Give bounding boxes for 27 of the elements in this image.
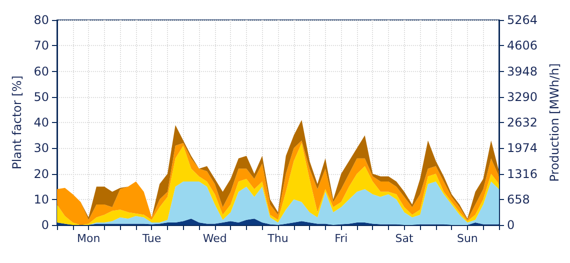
y-tick-label: 0 [41,218,49,232]
y2-tick-label: 3290 [507,90,538,104]
x-tick-label: Wed [202,232,227,245]
y-tick-label: 40 [34,116,49,130]
y-tick-label: 80 [34,13,49,27]
y2-tick-label: 1974 [507,141,538,156]
y-tick-label: 50 [34,90,49,104]
y-tick-label: 60 [34,64,49,78]
y2-tick-label: 1316 [507,166,538,181]
y2-axis-title: Production [MWh/h] [547,63,562,182]
y2-tick-label: 2632 [507,116,538,130]
x-tick-label: Thu [266,232,288,245]
y2-tick-label: 0 [507,218,515,232]
y2-tick-label: 4606 [507,38,538,53]
x-tick-label: Fri [334,232,348,245]
y2-tick-label: 3948 [507,64,538,78]
y-tick-label: 70 [34,38,49,53]
y-tick-label: 30 [34,141,49,156]
x-tick-label: Mon [76,232,100,245]
y-tick-label: 10 [34,192,49,206]
x-tick-label: Sat [395,232,414,245]
y2-tick-label: 658 [507,192,530,206]
x-tick-label: Sun [456,232,478,245]
y-axis-title: Plant factor [%] [10,76,24,170]
x-tick-label: Tue [141,232,162,245]
y-tick-label: 20 [34,166,49,181]
y2-tick-label: 5264 [507,13,538,27]
